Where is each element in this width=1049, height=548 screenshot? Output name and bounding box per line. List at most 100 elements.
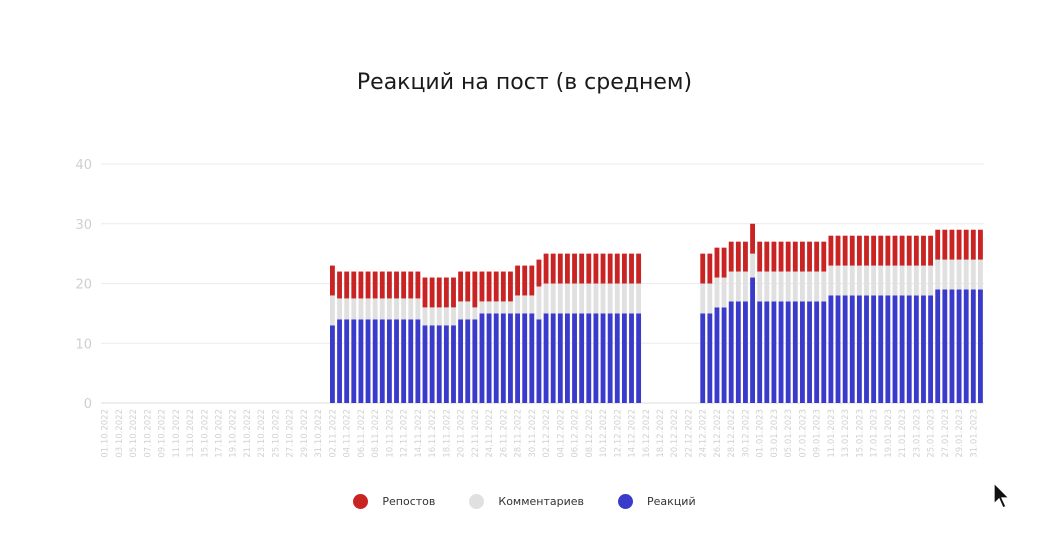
x-tick-label: 01.01.2023 — [756, 409, 766, 458]
bar-segment — [899, 295, 905, 403]
bar-segment — [572, 253, 577, 284]
bar-segment — [415, 319, 421, 403]
x-tick-label: 26.12.2022 — [713, 409, 723, 458]
bar-segment — [621, 253, 627, 284]
bar-segment — [707, 283, 713, 314]
bar-segment — [785, 271, 791, 302]
legend-item-reposts[interactable]: Репостов — [353, 494, 435, 509]
bar-segment — [700, 313, 706, 404]
bar-segment — [807, 301, 812, 403]
bar-segment — [586, 253, 592, 284]
bar-segment — [913, 265, 919, 296]
bar-segment — [451, 325, 456, 403]
bar-segment — [792, 301, 798, 403]
bar-segment — [792, 241, 798, 272]
bar-segment — [429, 325, 435, 403]
bar-segment — [956, 289, 962, 403]
bar-segment — [593, 313, 599, 404]
bar-segment — [721, 277, 727, 308]
bar-segment — [978, 259, 983, 290]
bar-segment — [928, 235, 934, 266]
x-tick-label: 22.12.2022 — [684, 409, 694, 458]
legend-item-reactions[interactable]: Реакций — [618, 494, 696, 509]
bar-segment — [600, 283, 606, 314]
bar-segment — [963, 259, 969, 290]
x-tick-label: 14.12.2022 — [628, 409, 638, 458]
bar-segment — [878, 265, 884, 296]
bar-segment — [928, 295, 934, 403]
x-tick-label: 19.10.2022 — [229, 409, 239, 458]
bar-segment — [629, 313, 634, 404]
x-tick-label: 25.10.2022 — [271, 409, 281, 458]
bar-segment — [835, 235, 841, 266]
bar-segment — [472, 307, 478, 320]
x-tick-label: 01.10.2022 — [101, 409, 111, 458]
bar-segment — [750, 253, 755, 278]
x-tick-label: 03.01.2023 — [770, 409, 780, 458]
x-tick-label: 05.10.2022 — [129, 409, 139, 458]
bar-segment — [379, 298, 385, 320]
bar-segment — [978, 229, 983, 260]
x-tick-label: 25.01.2023 — [927, 409, 937, 458]
bar-segment — [885, 295, 891, 403]
bar-segment — [593, 253, 599, 284]
bar-segment — [921, 265, 926, 296]
x-tick-label: 24.11.2022 — [485, 409, 495, 458]
bar-segment — [472, 319, 478, 403]
bar-segment — [493, 301, 499, 314]
bar-segment — [792, 271, 798, 302]
bar-segment — [849, 265, 855, 296]
x-tick-label: 30.11.2022 — [528, 409, 538, 458]
bar-segment — [386, 298, 392, 320]
bar-segment — [358, 319, 364, 403]
x-tick-label: 03.10.2022 — [115, 409, 125, 458]
bar-segment — [835, 265, 841, 296]
bar-segment — [565, 253, 570, 284]
bar-segment — [486, 271, 492, 302]
bar-segment — [330, 265, 335, 296]
bar-segment — [970, 229, 976, 260]
bar-segment — [550, 283, 556, 314]
y-axis-ticks: 0 10 20 30 40 — [75, 158, 92, 412]
bar-segment — [714, 247, 720, 278]
bar-segment — [351, 319, 357, 403]
bar-segment — [529, 265, 535, 296]
bar-segment — [828, 265, 834, 296]
bar-segment — [330, 295, 335, 326]
bar-segment — [557, 283, 563, 314]
bar-segment — [415, 298, 421, 320]
bar-segment — [621, 283, 627, 314]
x-tick-label: 08.12.2022 — [585, 409, 595, 458]
bar-segment — [386, 319, 392, 403]
y-tick-label: 10 — [75, 337, 92, 352]
x-tick-label: 28.11.2022 — [514, 409, 524, 458]
bar-segment — [500, 271, 506, 302]
bar-segment — [465, 319, 471, 403]
bar-segment — [579, 313, 585, 404]
x-tick-label: 02.11.2022 — [328, 409, 338, 458]
bar-segment — [607, 253, 613, 284]
bar-segment — [636, 283, 642, 314]
x-tick-label: 27.01.2023 — [941, 409, 951, 458]
bar-segment — [614, 313, 620, 404]
bar-segment — [344, 271, 350, 299]
bar-segment — [636, 313, 642, 404]
x-tick-label: 10.11.2022 — [385, 409, 395, 458]
bar-segment — [522, 313, 528, 404]
legend-item-comments[interactable]: Комментариев — [469, 494, 584, 509]
bar-segment — [778, 271, 784, 302]
x-tick-label: 22.11.2022 — [471, 409, 481, 458]
mouse-cursor-icon — [993, 481, 1011, 509]
x-tick-label: 16.11.2022 — [428, 409, 438, 458]
bar-segment — [600, 253, 606, 284]
bar-segment — [778, 301, 784, 403]
bar-segment — [550, 313, 556, 404]
bar-segment — [921, 235, 926, 266]
bar-segment — [458, 319, 464, 403]
bar-segment — [543, 283, 549, 314]
x-tick-label: 24.12.2022 — [699, 409, 709, 458]
bar-segment — [700, 253, 706, 284]
x-tick-label: 13.10.2022 — [186, 409, 196, 458]
bar-segment — [978, 289, 983, 403]
bar-segment — [436, 307, 442, 326]
